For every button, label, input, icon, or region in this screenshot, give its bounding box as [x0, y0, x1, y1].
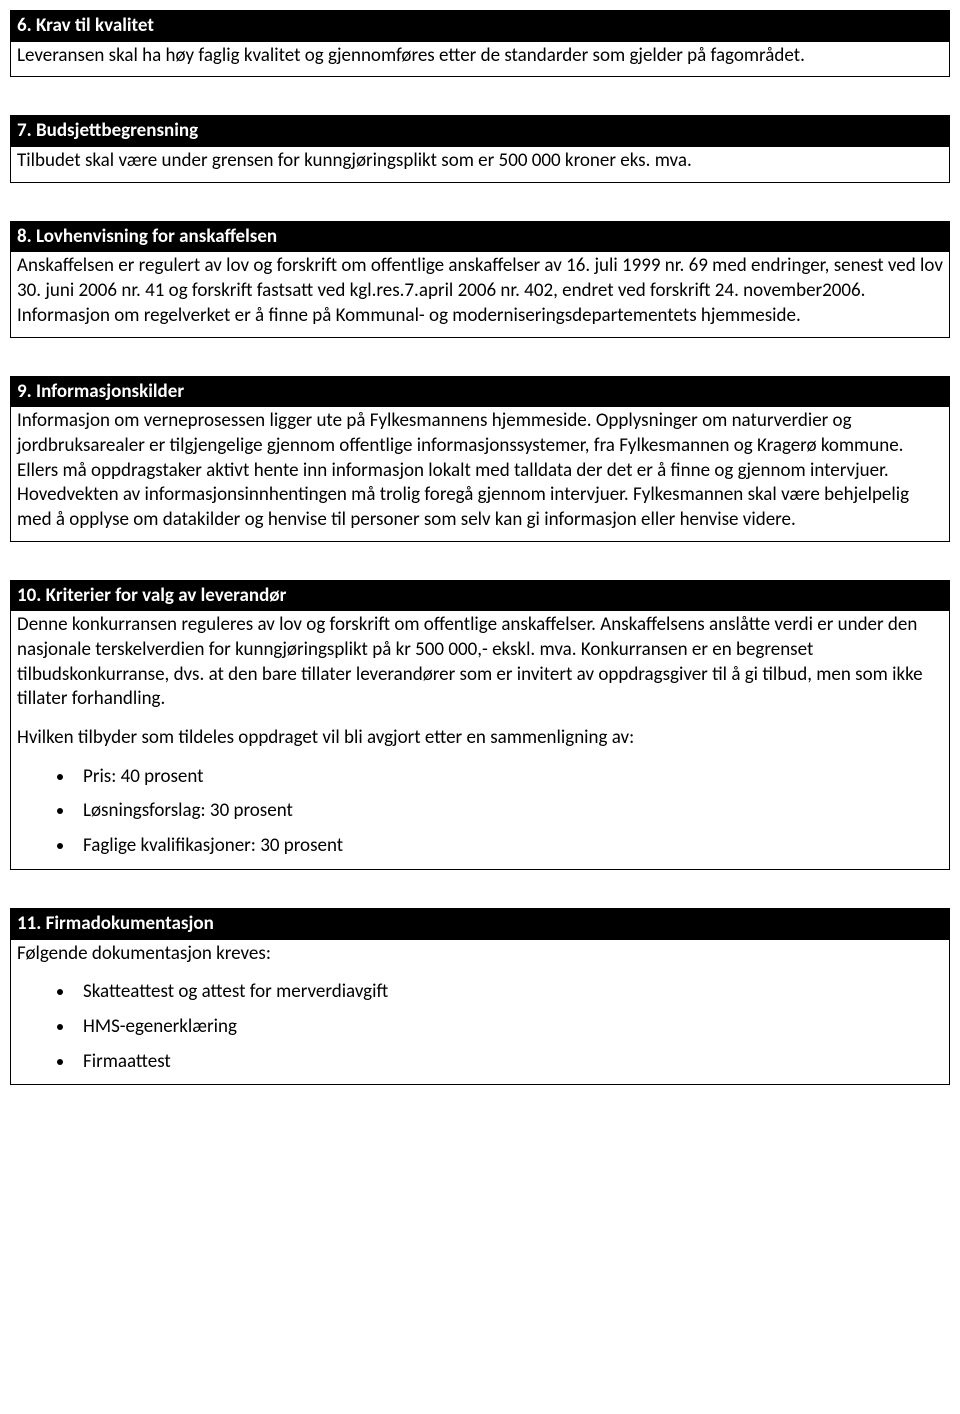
paragraph: Følgende dokumentasjon kreves: [17, 942, 943, 967]
paragraph: Anskaffelsen er regulert av lov og forsk… [17, 254, 943, 328]
paragraph: Hvilken tilbyder som tildeles oppdraget … [17, 726, 943, 751]
section-body: Tilbudet skal være under grensen for kun… [11, 147, 949, 182]
section-body: Anskaffelsen er regulert av lov og forsk… [11, 252, 949, 336]
bullet-list: Skatteattest og attest for merverdiavgif… [17, 980, 943, 1074]
document-root: 6. Krav til kvalitetLeveransen skal ha h… [10, 10, 950, 1085]
section-6: 11. FirmadokumentasjonFølgende dokumenta… [10, 908, 950, 1085]
paragraph: Informasjon om verneprosessen ligger ute… [17, 409, 943, 532]
section-5: 10. Kriterier for valg av leverandørDenn… [10, 580, 950, 870]
section-header: 10. Kriterier for valg av leverandør [11, 581, 949, 612]
section-header: 9. Informasjonskilder [11, 377, 949, 408]
paragraph: Tilbudet skal være under grensen for kun… [17, 149, 943, 174]
section-4: 9. InformasjonskilderInformasjon om vern… [10, 376, 950, 542]
bullet-item: Faglige kvalifikasjoner: 30 prosent [75, 834, 943, 859]
paragraph: Denne konkurransen reguleres av lov og f… [17, 613, 943, 712]
bullet-list: Pris: 40 prosent Løsningsforslag: 30 pros… [17, 765, 943, 859]
section-header: 6. Krav til kvalitet [11, 11, 949, 42]
bullet-item: Pris: 40 prosent [75, 765, 943, 790]
section-3: 8. Lovhenvisning for anskaffelsenAnskaff… [10, 221, 950, 338]
section-2: 7. BudsjettbegrensningTilbudet skal være… [10, 115, 950, 182]
paragraph: Leveransen skal ha høy faglig kvalitet o… [17, 44, 943, 69]
section-body: Denne konkurransen reguleres av lov og f… [11, 611, 949, 869]
section-1: 6. Krav til kvalitetLeveransen skal ha h… [10, 10, 950, 77]
bullet-item: Løsningsforslag: 30 prosent [75, 799, 943, 824]
section-header: 11. Firmadokumentasjon [11, 909, 949, 940]
bullet-item: Skatteattest og attest for merverdiavgif… [75, 980, 943, 1005]
bullet-item: Firmaattest [75, 1050, 943, 1075]
section-body: Leveransen skal ha høy faglig kvalitet o… [11, 42, 949, 77]
bullet-item: HMS-egenerklæring [75, 1015, 943, 1040]
section-body: Følgende dokumentasjon kreves: Skatteatte… [11, 940, 949, 1085]
section-header: 7. Budsjettbegrensning [11, 116, 949, 147]
section-header: 8. Lovhenvisning for anskaffelsen [11, 222, 949, 253]
section-body: Informasjon om verneprosessen ligger ute… [11, 407, 949, 540]
